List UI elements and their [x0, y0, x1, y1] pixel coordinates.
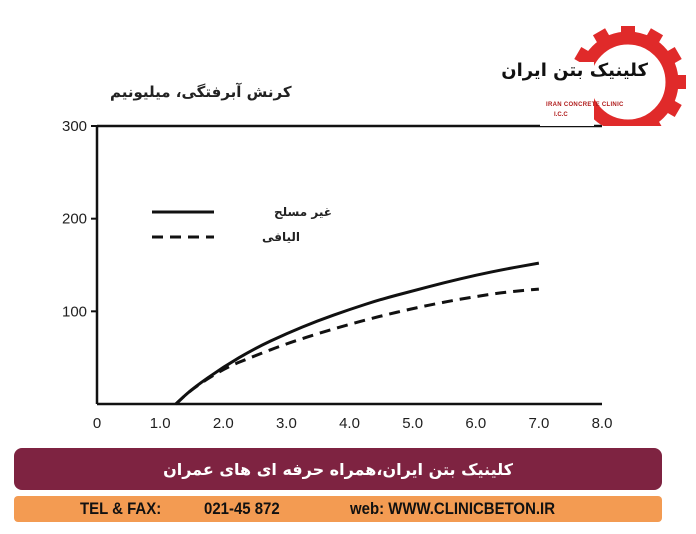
slogan-text: کلینیک بتن ایران،همراه حرفه ای های عمران: [163, 459, 513, 479]
x-tick-label: 4.0: [339, 415, 360, 432]
x-tick-label: 5.0: [402, 415, 423, 432]
x-tick-label: 0: [93, 415, 101, 432]
legend: غیر مسلح الیافی: [152, 205, 332, 244]
x-tick-label: 2.0: [213, 415, 234, 432]
tel-label: TEL & FAX:: [80, 499, 162, 518]
x-tick-label: 7.0: [528, 415, 549, 432]
logo-short: I.C.C: [554, 112, 568, 118]
logo-name-fa: کلینیک بتن ایران: [501, 60, 648, 81]
web-link[interactable]: web: WWW.CLINICBETON.IR: [350, 499, 555, 518]
series-line-solid: [174, 261, 540, 406]
gear-icon: [540, 26, 686, 126]
x-tick-label: 1.0: [150, 415, 171, 432]
x-tick-label: 8.0: [592, 415, 613, 432]
y-axis-label: کرنش آبرفتگی، میلیونیم: [110, 83, 292, 101]
tel-value: 021-45 872: [204, 499, 280, 518]
legend-label-solid: غیر مسلح: [274, 205, 332, 219]
y-tick-label: 300: [62, 118, 87, 135]
y-tick-label: 200: [62, 211, 87, 228]
x-tick-label: 6.0: [465, 415, 486, 432]
contact-bar: TEL & FAX: 021-45 872 web: WWW.CLINICBET…: [14, 496, 662, 522]
x-tick-label: 3.0: [276, 415, 297, 432]
company-logo: کلینیک بتن ایران IRAN CONCRETE CLINIC I.…: [501, 26, 690, 126]
series-line-dashed: [174, 287, 540, 406]
legend-label-dashed: الیافی: [262, 230, 300, 244]
y-tick-label: 100: [62, 303, 87, 320]
logo-name-en: IRAN CONCRETE CLINIC: [546, 102, 624, 108]
slogan-banner: کلینیک بتن ایران،همراه حرفه ای های عمران: [14, 448, 662, 490]
